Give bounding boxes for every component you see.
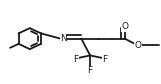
Text: F: F — [102, 55, 107, 64]
Text: F: F — [73, 55, 78, 64]
Text: O: O — [121, 22, 128, 31]
Text: O: O — [134, 41, 141, 50]
Text: F: F — [88, 66, 93, 75]
Text: N: N — [60, 34, 67, 43]
